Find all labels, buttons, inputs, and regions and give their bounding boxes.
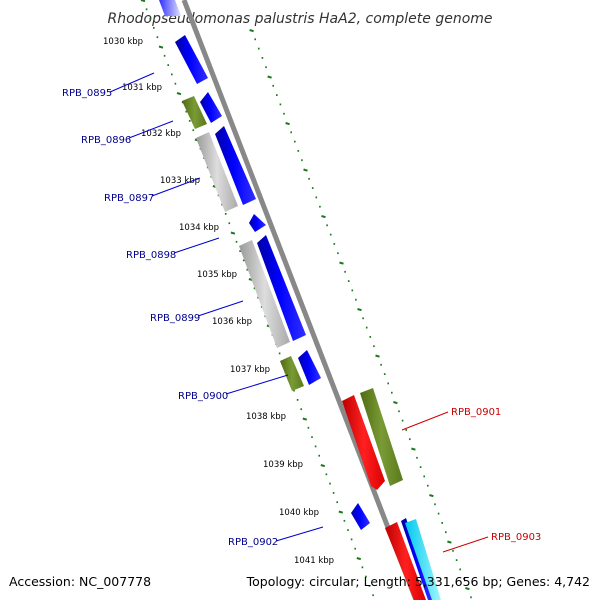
kbp-label: 1030 kbp: [103, 37, 143, 47]
gene-arrow[interactable]: [200, 92, 222, 123]
left-gene-labels: RPB_0895 RPB_0896 RPB_0897 RPB_0898 RPB_…: [62, 72, 324, 548]
gene-label-rpb-0897[interactable]: RPB_0897: [104, 193, 154, 204]
ruler-tick: [302, 417, 308, 421]
kbp-label: 1034 kbp: [179, 223, 219, 233]
gene-label-rpb-0900[interactable]: RPB_0900: [178, 391, 228, 402]
right-gene-labels: RPB_0901 RPB_0903: [401, 407, 541, 553]
gene-arrow[interactable]: [360, 388, 403, 486]
kbp-label: 1037 kbp: [230, 365, 270, 375]
kbp-label: 1032 kbp: [141, 129, 181, 139]
kbp-label: 1039 kbp: [263, 460, 303, 470]
ruler-tick: [321, 215, 326, 219]
gene-arrow[interactable]: [239, 240, 290, 348]
ruler-tick: [176, 92, 182, 96]
label-leader: [442, 536, 489, 553]
kbp-label: 1038 kbp: [246, 412, 286, 422]
ruler-tick: [285, 122, 290, 126]
gene-arrow[interactable]: [249, 214, 266, 232]
ruler-tick: [158, 45, 164, 49]
gene-arrow[interactable]: [196, 132, 238, 212]
gene-arrow[interactable]: [405, 519, 441, 600]
ruler-tick: [267, 75, 272, 79]
ruler-tick: [357, 308, 362, 312]
kbp-label: 1035 kbp: [197, 270, 237, 280]
ruler-tick: [447, 540, 452, 544]
gene-label-rpb-0898[interactable]: RPB_0898: [126, 250, 176, 261]
ruler-tick: [320, 464, 326, 468]
gene-label-rpb-0902[interactable]: RPB_0902: [228, 537, 278, 548]
gene-label-rpb-0901[interactable]: RPB_0901: [451, 407, 501, 418]
kbp-label: 1033 kbp: [160, 176, 200, 186]
map-title: Rhodopseudomonas palustris HaA2, complet…: [107, 11, 492, 27]
left-strand-genes: [159, 0, 370, 530]
genome-backbone: [181, 0, 419, 600]
label-leader: [197, 300, 244, 317]
ruler-tick: [429, 494, 434, 498]
label-leader: [151, 177, 201, 197]
gene-label-rpb-0899[interactable]: RPB_0899: [150, 313, 200, 324]
label-leader: [109, 72, 155, 93]
accession-text: Accession: NC_007778: [9, 574, 151, 589]
ruler-tick: [338, 510, 344, 514]
kbp-label: 1036 kbp: [212, 317, 252, 327]
label-leader: [275, 526, 324, 542]
gene-arrow[interactable]: [342, 395, 385, 490]
ruler-tick: [393, 401, 398, 405]
ruler-tick: [411, 447, 416, 451]
kbp-label: 1040 kbp: [279, 508, 319, 518]
gene-arrow[interactable]: [159, 0, 181, 16]
gene-arrow[interactable]: [182, 96, 207, 129]
ruler-tick: [303, 168, 308, 172]
label-leader: [128, 120, 174, 139]
kbp-ruler: 1030 kbp 1031 kbp 1032 kbp 1033 kbp 1034…: [103, 37, 334, 566]
ruler-tick: [356, 557, 362, 561]
gene-label-rpb-0896[interactable]: RPB_0896: [81, 135, 131, 146]
ruler-tick: [375, 354, 380, 358]
right-strand-genes: [342, 388, 441, 600]
gene-arrow[interactable]: [257, 235, 306, 341]
gene-arrow[interactable]: [280, 356, 304, 391]
ruler-tick: [465, 587, 470, 591]
gene-label-rpb-0903[interactable]: RPB_0903: [491, 532, 541, 543]
ruler-tick: [230, 231, 236, 235]
label-leader: [225, 374, 289, 395]
kbp-label: 1041 kbp: [294, 556, 334, 566]
gene-arrow[interactable]: [385, 522, 426, 600]
label-leader: [401, 411, 449, 431]
kbp-label: 1031 kbp: [122, 83, 162, 93]
gene-arrow[interactable]: [215, 126, 256, 205]
genome-summary-text: Topology: circular; Length: 5,331,656 bp…: [246, 574, 590, 589]
ruler-tick: [249, 29, 254, 33]
gene-arrow[interactable]: [351, 503, 370, 530]
ruler-tick: [339, 261, 344, 265]
label-leader: [173, 237, 220, 254]
gene-arrow[interactable]: [298, 350, 321, 385]
ruler-tick: [140, 0, 146, 3]
gene-arrow[interactable]: [175, 35, 208, 84]
gene-label-rpb-0895[interactable]: RPB_0895: [62, 88, 112, 99]
